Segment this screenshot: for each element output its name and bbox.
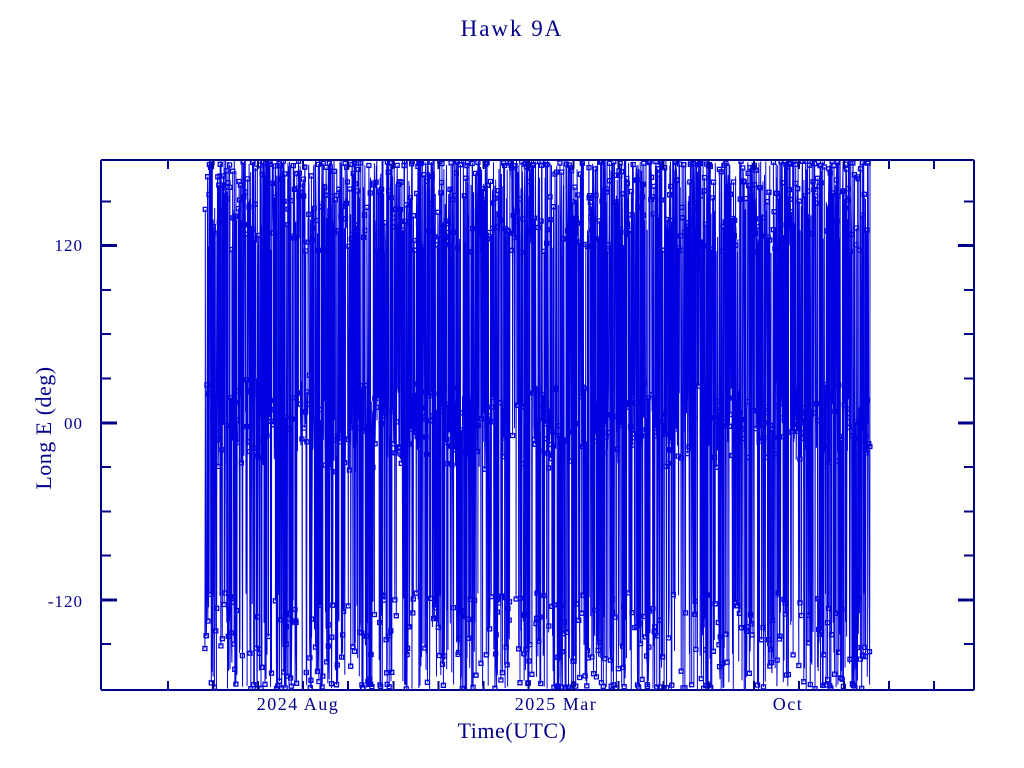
y-tick-label-120: 120 [54, 236, 83, 255]
chart-title: Hawk 9A [460, 16, 564, 41]
y-tick-label-minus-120: -120 [47, 592, 83, 611]
x-tick-label-2024-aug: 2024 Aug [256, 694, 340, 714]
x-tick-label-2025-mar: 2025 Mar [514, 694, 598, 714]
y-tick-label-0: 00 [64, 414, 83, 433]
x-axis-title: Time(UTC) [457, 718, 567, 743]
data-point-markers [202, 160, 873, 690]
axes-layer [100, 159, 975, 691]
data-polyline [204, 160, 871, 690]
data-series-layer [202, 160, 873, 690]
x-tick-label-oct: Oct [772, 694, 804, 714]
